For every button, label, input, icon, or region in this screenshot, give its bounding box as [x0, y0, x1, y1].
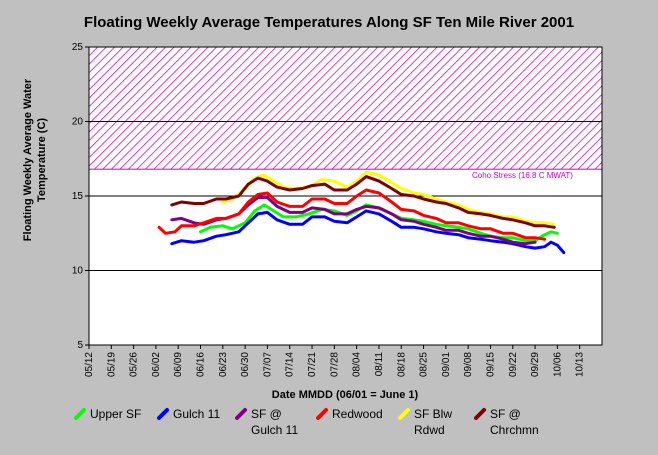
legend-label-redwood: Redwood	[332, 407, 383, 421]
x-tick-label-08-11: 08/11	[374, 352, 385, 377]
y-axis-ticks: 5 10 15 20 25	[72, 42, 89, 351]
legend-label-line: SF @	[490, 407, 521, 421]
y-tick-label-20: 20	[72, 117, 84, 128]
threshold-layer: Coho Stress (16.8 C MWAT)	[88, 46, 603, 180]
x-tick-label-06-23: 06/23	[218, 352, 229, 377]
legend-swatch-sf-gulch-11	[235, 408, 247, 420]
legend-label-sf-gulch-11: SF @ Gulch 11	[251, 407, 298, 437]
x-tick-label-09-15: 09/15	[485, 352, 496, 377]
legend-swatch-gulch-11	[157, 408, 169, 420]
x-tick-label-10-06: 10/06	[552, 352, 563, 377]
y-tick-label-5: 5	[77, 340, 83, 351]
x-axis-label: Date MMDD (06/01 = June 1)	[272, 389, 419, 401]
legend-label-line: Chrchmn	[490, 423, 539, 437]
legend-label-line: SF @	[251, 407, 282, 421]
legend-label-line: Upper SF	[90, 407, 141, 421]
legend-label-sf-blw-rdwd: SF Blw Rdwd	[414, 407, 452, 437]
x-tick-label-07-28: 07/28	[329, 352, 340, 377]
legend-label-line: Gulch 11	[173, 407, 220, 421]
series-line-gulch-11	[170, 209, 566, 255]
x-tick-label-10-13: 10/13	[575, 352, 586, 377]
legend-swatch-redwood	[316, 408, 328, 420]
legend-swatch-sf-blw-rdwd	[398, 408, 410, 420]
x-tick-label-05-26: 05/26	[129, 352, 140, 377]
legend-swatch-sf-chrchmn	[474, 408, 486, 420]
x-tick-label-06-16: 06/16	[196, 352, 207, 377]
x-tick-label-08-04: 08/04	[352, 352, 363, 377]
x-tick-label-09-29: 09/29	[530, 352, 541, 377]
series-line-sf-chrchmn	[170, 175, 556, 229]
x-tick-label-07-14: 07/14	[285, 352, 296, 377]
grid-layer	[89, 121, 602, 271]
x-tick-label-08-18: 08/18	[396, 352, 407, 377]
series-line-redwood	[157, 188, 547, 241]
x-tick-label-07-07: 07/07	[262, 352, 273, 377]
series-layer	[157, 170, 566, 255]
legend: Upper SF Gulch 11 SF @ Gulch 11 Redwood SF Bl…	[74, 407, 539, 437]
coho-stress-label: Coho Stress (16.8 C MWAT)	[472, 171, 573, 180]
chart-title: Floating Weekly Average Temperatures Alo…	[84, 14, 574, 31]
legend-label-line: Redwood	[332, 407, 383, 421]
y-tick-label-15: 15	[72, 191, 84, 202]
legend-label-sf-chrchmn: SF @ Chrchmn	[490, 407, 539, 437]
legend-swatch-upper-sf	[74, 408, 86, 420]
legend-label-line: Gulch 11	[251, 423, 298, 437]
coho-stress-band	[88, 46, 603, 170]
y-axis-label-line-2: Temperature (C)	[36, 118, 48, 202]
x-tick-label-05-19: 05/19	[106, 352, 117, 377]
x-tick-label-06-02: 06/02	[151, 352, 162, 377]
x-tick-label-08-25: 08/25	[419, 352, 430, 377]
y-tick-label-25: 25	[72, 42, 84, 53]
legend-label-upper-sf: Upper SF	[90, 407, 141, 421]
y-tick-label-10: 10	[72, 266, 84, 277]
x-axis-ticks: 05/12 05/19 05/26 06/02 06/09 06/16 06/23 06/30…	[84, 345, 586, 377]
x-tick-label-06-30: 06/30	[240, 352, 251, 377]
legend-label-line: Rdwd	[414, 423, 445, 437]
x-tick-label-09-01: 09/01	[441, 352, 452, 377]
y-axis-label: Floating Weekly Average Water Temperature…	[22, 78, 48, 241]
legend-label-line: SF Blw	[414, 407, 452, 421]
legend-label-gulch-11: Gulch 11	[173, 407, 220, 421]
x-tick-label-07-21: 07/21	[307, 352, 318, 377]
x-tick-label-09-22: 09/22	[508, 352, 519, 377]
x-tick-label-06-09: 06/09	[173, 352, 184, 377]
x-tick-label-09-08: 09/08	[463, 352, 474, 377]
x-tick-label-05-12: 05/12	[84, 352, 95, 377]
y-axis-label-line-1: Floating Weekly Average Water	[22, 78, 34, 241]
